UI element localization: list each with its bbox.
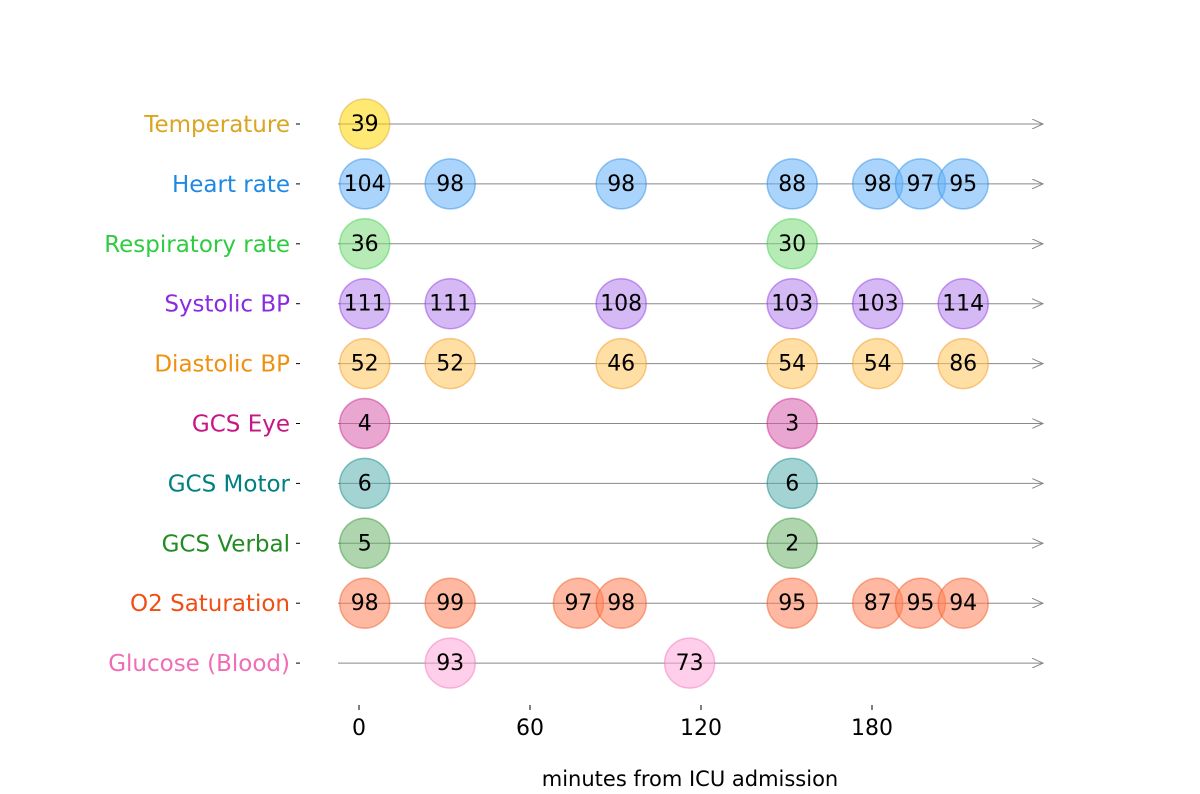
rows-layer: Temperature 39 Heart rate 104 98 98 88 98 97 95 Re… [104, 98, 1043, 689]
data-point [338, 397, 391, 450]
data-label: 95 [778, 591, 806, 616]
data-label: 97 [564, 591, 592, 616]
data-label: 54 [864, 352, 892, 377]
data-label: 108 [600, 292, 642, 317]
data-label: 2 [785, 531, 799, 556]
x-tick-label: 60 [516, 716, 544, 741]
data-point [766, 397, 818, 450]
data-point [766, 218, 818, 270]
data-label: 4 [358, 412, 372, 437]
data-label: 86 [949, 352, 977, 377]
data-label: 97 [906, 172, 934, 197]
data-point [424, 277, 476, 330]
data-point [766, 337, 818, 390]
data-label: 36 [351, 232, 379, 257]
row-label: O2 Saturation [130, 591, 290, 617]
data-label: 3 [785, 412, 799, 437]
data-point [937, 337, 989, 390]
data-label: 98 [864, 172, 892, 197]
row-systolic-bp: Systolic BP 111 111 108 103 103 114 [164, 277, 1043, 330]
data-label: 39 [351, 112, 379, 137]
x-tick-label: 0 [352, 716, 366, 741]
row-label: Respiratory rate [104, 232, 290, 258]
data-point [424, 337, 476, 390]
row-label: GCS Eye [192, 412, 290, 438]
row-label: Diastolic BP [154, 352, 290, 378]
row-gcs-verbal: GCS Verbal 5 2 [162, 517, 1043, 570]
data-label: 52 [351, 352, 379, 377]
data-point [338, 158, 391, 210]
data-label: 95 [906, 591, 934, 616]
data-point [338, 337, 391, 390]
data-point [338, 277, 391, 330]
x-axis: 0 60 120 180 [352, 705, 893, 741]
data-point [937, 158, 989, 210]
row-heart-rate: Heart rate 104 98 98 88 98 97 95 [172, 158, 1043, 210]
data-point [766, 517, 818, 570]
data-point [595, 277, 647, 330]
row-label: Systolic BP [164, 292, 290, 318]
data-point [338, 517, 391, 570]
row-label: GCS Motor [168, 471, 291, 497]
data-point [937, 577, 989, 629]
data-point [424, 637, 476, 689]
data-point [338, 577, 391, 629]
data-point [338, 218, 391, 270]
data-label: 103 [857, 292, 899, 317]
data-point [338, 457, 391, 510]
x-tick-label: 180 [851, 716, 893, 741]
data-label: 104 [344, 172, 386, 197]
data-label: 30 [778, 232, 806, 257]
data-label: 46 [607, 352, 635, 377]
data-point [595, 577, 647, 629]
data-point [663, 637, 716, 689]
data-point [424, 158, 476, 210]
data-label: 6 [785, 471, 799, 496]
row-label: Glucose (Blood) [108, 651, 290, 677]
data-point [766, 277, 818, 330]
data-label: 103 [771, 292, 813, 317]
data-point [595, 158, 647, 210]
data-label: 98 [351, 591, 379, 616]
row-glucose-blood: Glucose (Blood) 93 73 [108, 637, 1043, 689]
data-label: 114 [942, 292, 984, 317]
row-respiratory-rate: Respiratory rate 36 30 [104, 218, 1043, 270]
x-axis-title: minutes from ICU admission [542, 767, 839, 791]
data-point [766, 158, 818, 210]
data-point [766, 457, 818, 510]
row-gcs-motor: GCS Motor 6 6 [168, 457, 1043, 510]
data-point [937, 277, 989, 330]
data-label: 99 [436, 591, 464, 616]
data-point [424, 577, 476, 629]
data-point [851, 337, 904, 390]
data-label: 93 [436, 651, 464, 676]
data-point [851, 277, 904, 330]
data-label: 52 [436, 352, 464, 377]
data-label: 95 [949, 172, 977, 197]
row-temperature: Temperature 39 [143, 98, 1043, 150]
x-tick-label: 120 [680, 716, 722, 741]
row-gcs-eye: GCS Eye 4 3 [192, 397, 1043, 450]
data-label: 88 [778, 172, 806, 197]
row-label: Heart rate [172, 172, 290, 198]
row-label: GCS Verbal [162, 531, 290, 557]
data-label: 111 [344, 292, 386, 317]
data-point [338, 98, 391, 150]
data-label: 94 [949, 591, 977, 616]
data-label: 5 [358, 531, 372, 556]
data-label: 87 [864, 591, 892, 616]
data-label: 6 [358, 471, 372, 496]
data-label: 98 [607, 172, 635, 197]
data-label: 73 [676, 651, 704, 676]
data-point [766, 577, 818, 629]
data-label: 54 [778, 352, 806, 377]
row-diastolic-bp: Diastolic BP 52 52 46 54 54 86 [154, 337, 1043, 390]
data-point [595, 337, 647, 390]
row-o2-saturation: O2 Saturation 98 99 97 98 95 87 95 94 [130, 577, 1043, 629]
data-label: 111 [429, 292, 471, 317]
data-label: 98 [436, 172, 464, 197]
row-label: Temperature [143, 112, 290, 138]
data-label: 98 [607, 591, 635, 616]
